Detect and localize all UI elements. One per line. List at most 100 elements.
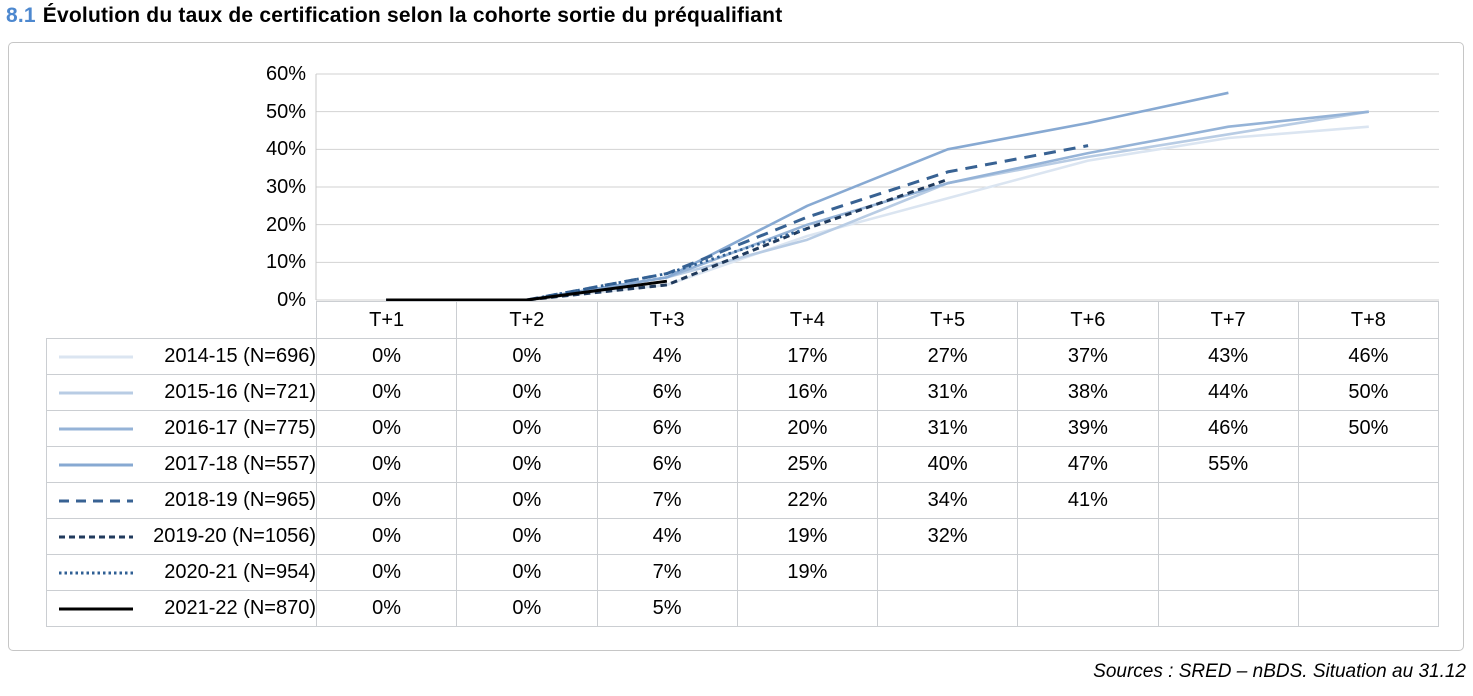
legend-line-icon: [59, 391, 133, 394]
table-cell: 0%: [315, 482, 458, 519]
series-label: 2018-19 (N=965): [164, 489, 316, 511]
table-cell: 41%: [1017, 482, 1159, 519]
title-number: 8.1: [6, 4, 36, 27]
table-cell: 40%: [876, 446, 1019, 483]
legend-cell: 2017-18 (N=557): [46, 446, 317, 483]
table-cell: [1297, 554, 1440, 591]
x-category-header: T+3: [596, 301, 738, 339]
table-cell: [1297, 590, 1440, 627]
table-cell: 34%: [876, 482, 1019, 519]
legend-cell: 2018-19 (N=965): [46, 482, 317, 519]
table-cell: [1297, 518, 1440, 555]
table-cell: 46%: [1297, 338, 1440, 375]
table-cell: 0%: [456, 590, 598, 627]
table-cell: 20%: [736, 410, 879, 447]
table-cell: 31%: [876, 374, 1019, 411]
table-cell: 31%: [876, 410, 1019, 447]
title-text: Évolution du taux de certification selon…: [42, 4, 783, 27]
x-category-header: T+1: [315, 301, 458, 339]
table-cell: 19%: [736, 554, 879, 591]
table-cell: 43%: [1157, 338, 1299, 375]
table-cell: 4%: [596, 518, 738, 555]
table-cell: 27%: [876, 338, 1019, 375]
table-cell: [1297, 482, 1440, 519]
plot-svg: [315, 73, 1439, 302]
x-category-header: T+4: [736, 301, 879, 339]
x-category-header: T+7: [1157, 301, 1299, 339]
table-header-row: T+1 T+2 T+3 T+4 T+5 T+6 T+7 T+8: [47, 301, 1440, 339]
legend-cell: 2020-21 (N=954): [46, 554, 317, 591]
y-axis-tick-label: 40%: [265, 138, 306, 161]
table-row: 2020-21 (N=954) 0% 0% 7% 19%: [46, 554, 1440, 591]
table-cell: 5%: [596, 590, 738, 627]
table-row: 2014-15 (N=696) 0% 0% 4% 17% 27% 37% 43% 46%: [46, 338, 1440, 375]
legend-line-icon: [59, 427, 133, 430]
series-line: [386, 144, 1089, 302]
table-cell: 0%: [315, 590, 458, 627]
y-axis-tick-label: 30%: [265, 176, 306, 198]
table-cell: 0%: [315, 518, 458, 555]
table-row: 2021-22 (N=870) 0% 0% 5%: [46, 590, 1440, 627]
table-cell: 50%: [1297, 374, 1440, 411]
y-axis-tick-label: 10%: [265, 251, 306, 274]
table-row: 2016-17 (N=775) 0% 0% 6% 20% 31% 39% 46% 50%: [46, 410, 1440, 447]
table-cell: 32%: [876, 518, 1019, 555]
table-cell: 7%: [596, 554, 738, 591]
series-line: [386, 279, 668, 302]
table-cell: 6%: [596, 446, 738, 483]
series-label: 2015-16 (N=721): [164, 381, 316, 403]
y-axis-tick-label: 0%: [277, 289, 306, 311]
table-cell: 0%: [315, 410, 458, 447]
legend-line-icon: [59, 535, 133, 538]
table-row: 2019-20 (N=1056) 0% 0% 4% 19% 32%: [46, 518, 1440, 555]
table-cell: [1157, 590, 1299, 627]
x-category-header: T+5: [876, 301, 1019, 339]
table-cell: 0%: [315, 338, 458, 375]
series-label: 2017-18 (N=557): [164, 453, 316, 475]
table-row: 2018-19 (N=965) 0% 0% 7% 22% 34% 41%: [46, 482, 1440, 519]
table-cell: [1297, 446, 1440, 483]
table-cell: 38%: [1017, 374, 1159, 411]
x-category-header: T+8: [1297, 301, 1440, 339]
table-cell: 0%: [456, 338, 598, 375]
source-note: Sources : SRED – nBDS. Situation au 31.1…: [1093, 661, 1466, 682]
table-row: 2017-18 (N=557) 0% 0% 6% 25% 40% 47% 55%: [46, 446, 1440, 483]
table-cell: 46%: [1157, 410, 1299, 447]
table-cell: 16%: [736, 374, 879, 411]
table-cell: 39%: [1017, 410, 1159, 447]
table-cell: 50%: [1297, 410, 1440, 447]
legend-line-icon: [59, 463, 133, 466]
table-cell: 6%: [596, 374, 738, 411]
table-cell: [1157, 482, 1299, 519]
legend-line-icon: [59, 607, 133, 610]
table-cell: 4%: [596, 338, 738, 375]
legend-line-icon: [59, 571, 133, 574]
page-title: 8.1 Évolution du taux de certification se…: [6, 4, 782, 28]
table-cell: 44%: [1157, 374, 1299, 411]
series-line: [386, 125, 1369, 302]
table-cell: [1157, 554, 1299, 591]
table-cell: 0%: [456, 482, 598, 519]
legend-cell: 2016-17 (N=775): [46, 410, 317, 447]
series-label: 2021-22 (N=870): [164, 597, 316, 619]
x-category-header: T+6: [1017, 301, 1159, 339]
legend-line-icon: [59, 499, 133, 502]
legend-line-icon: [59, 355, 133, 358]
series-label: 2014-15 (N=696): [164, 345, 316, 367]
legend-cell: 2014-15 (N=696): [46, 338, 317, 375]
series-label: 2019-20 (N=1056): [153, 525, 316, 547]
chart-container: 60% 50% 40% 30% 20% 10% 0% T+1 T+2 T+3 T+4 T+5 T+6 T…: [8, 42, 1464, 651]
table-cell: 0%: [456, 410, 598, 447]
table-cell: 6%: [596, 410, 738, 447]
table-cell: 37%: [1017, 338, 1159, 375]
table-cell: [1017, 518, 1159, 555]
table-cell: 47%: [1017, 446, 1159, 483]
series-label: 2020-21 (N=954): [164, 561, 316, 583]
table-cell: 0%: [456, 374, 598, 411]
table-cell: 17%: [736, 338, 879, 375]
table-row: 2015-16 (N=721) 0% 0% 6% 16% 31% 38% 44% 50%: [46, 374, 1440, 411]
table-cell: 55%: [1157, 446, 1299, 483]
x-category-header: T+2: [456, 301, 598, 339]
table-cell: 0%: [315, 374, 458, 411]
